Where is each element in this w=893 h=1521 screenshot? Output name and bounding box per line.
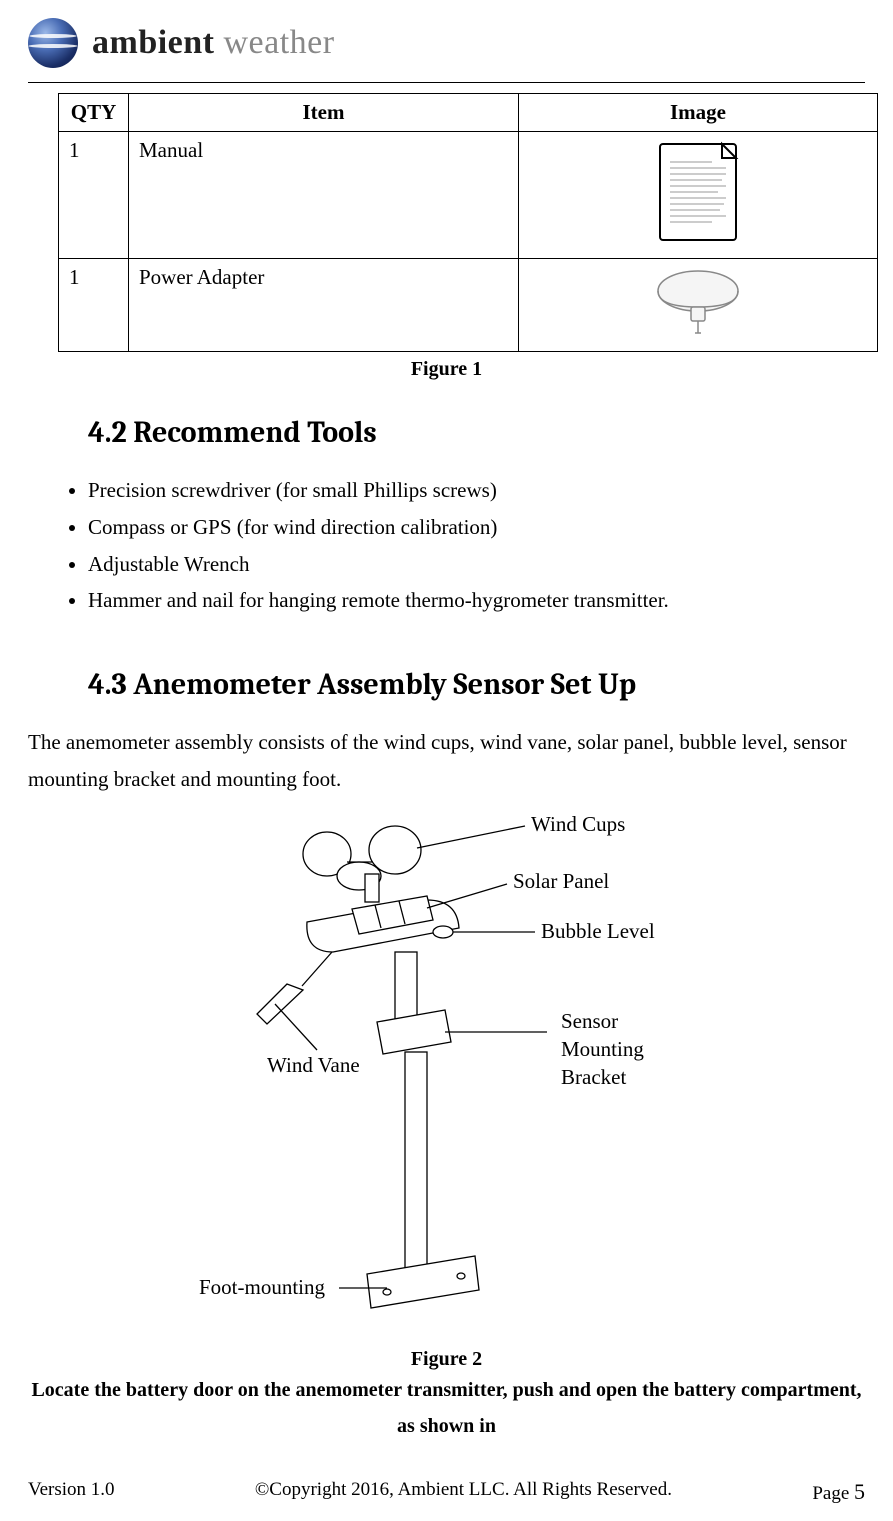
parts-table: QTY Item Image 1 Manual: [58, 93, 878, 352]
tools-list: Precision screwdriver (for small Phillip…: [74, 472, 865, 619]
footer-page: Page 5: [812, 1479, 865, 1505]
label-wind-cups: Wind Cups: [531, 812, 625, 836]
label-foot: Foot-mounting: [199, 1275, 326, 1299]
list-item: Hammer and nail for hanging remote therm…: [88, 582, 865, 619]
cell-qty: 1: [59, 132, 129, 259]
instruction-line-1: Locate the battery door on the anemomete…: [28, 1373, 865, 1407]
cell-item: Power Adapter: [129, 259, 519, 352]
figure2-caption: Figure 2: [28, 1348, 865, 1371]
brand-light: weather: [215, 24, 335, 61]
cell-image: [519, 259, 878, 352]
logo-icon: [28, 18, 78, 68]
footer-page-num: 5: [854, 1479, 865, 1504]
anemometer-diagram-wrap: Wind Cups Solar Panel Bubble Level Wind …: [28, 804, 865, 1344]
page-footer: Version 1.0 ©Copyright 2016, Ambient LLC…: [28, 1479, 865, 1505]
label-solar-panel: Solar Panel: [513, 869, 609, 893]
footer-version: Version 1.0: [28, 1479, 115, 1505]
cell-item: Manual: [129, 132, 519, 259]
brand-bold: ambient: [92, 24, 215, 61]
table-header-row: QTY Item Image: [59, 94, 878, 132]
brand-text: ambient weather: [92, 24, 335, 62]
assembly-paragraph: The anemometer assembly consists of the …: [28, 724, 865, 798]
list-item: Compass or GPS (for wind direction calib…: [88, 509, 865, 546]
cell-qty: 1: [59, 259, 129, 352]
heading-4-2: 4.2 Recommend Tools: [88, 415, 865, 450]
heading-4-3: 4.3 Anemometer Assembly Sensor Set Up: [88, 667, 865, 702]
label-bubble-level: Bubble Level: [541, 919, 655, 943]
col-image: Image: [519, 94, 878, 132]
cell-image: [519, 132, 878, 259]
label-bracket-3: Bracket: [561, 1065, 626, 1089]
label-bracket-2: Mounting: [561, 1037, 644, 1061]
list-item: Adjustable Wrench: [88, 546, 865, 583]
table-row: 1 Power Adapter: [59, 259, 878, 352]
footer-page-label: Page: [812, 1483, 854, 1504]
power-adapter-icon: [643, 265, 753, 339]
footer-copyright: ©Copyright 2016, Ambient LLC. All Rights…: [255, 1479, 672, 1505]
page-header: ambient weather: [28, 18, 865, 83]
label-wind-vane: Wind Vane: [267, 1053, 360, 1077]
manual-icon: [652, 138, 744, 246]
col-item: Item: [129, 94, 519, 132]
list-item: Precision screwdriver (for small Phillip…: [88, 472, 865, 509]
table-row: 1 Manual: [59, 132, 878, 259]
anemometer-diagram: Wind Cups Solar Panel Bubble Level Wind …: [127, 804, 767, 1344]
col-qty: QTY: [59, 94, 129, 132]
figure1-caption: Figure 1: [28, 358, 865, 381]
instruction-line-2: as shown in: [28, 1409, 865, 1443]
label-bracket-1: Sensor: [561, 1009, 618, 1033]
